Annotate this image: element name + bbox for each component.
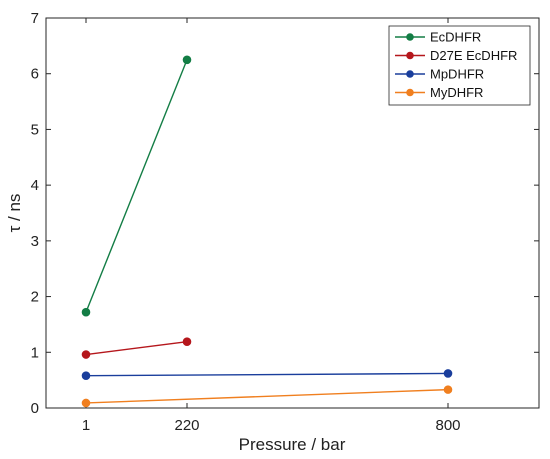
legend-swatch-marker (406, 70, 414, 78)
data-point (81, 398, 91, 408)
legend: EcDHFR D27E EcDHFR MpDHFR MyDHFR (388, 25, 531, 106)
y-tick-label: 3 (31, 233, 39, 250)
series-line (85, 388, 449, 404)
legend-swatch-marker (406, 33, 414, 41)
x-axis-label: Pressure / bar (239, 435, 346, 454)
x-tick-label: 220 (174, 417, 199, 434)
y-axis-label: τ / ns (5, 194, 24, 233)
y-tick-label: 5 (31, 121, 39, 138)
series-d27e-ecdhfr (81, 337, 192, 359)
legend-label: MyDHFR (430, 85, 483, 100)
data-point (182, 55, 192, 65)
legend-label: EcDHFR (430, 30, 481, 45)
y-tick-label: 0 (31, 400, 39, 417)
legend-label: D27E EcDHFR (430, 48, 517, 63)
x-tick-label: 1 (82, 417, 90, 434)
data-point (443, 385, 453, 394)
y-tick-label: 1 (31, 344, 39, 361)
y-tick-label: 6 (31, 66, 39, 83)
legend-swatch-marker (406, 88, 414, 97)
axis-ticks: 0 1 2 3 4 5 6 7 1 220 800 (31, 10, 539, 434)
series-ecdhfr (81, 55, 192, 317)
data-point (443, 369, 453, 378)
data-point (81, 307, 91, 317)
y-tick-label: 2 (31, 289, 39, 306)
series-line (85, 341, 188, 356)
data-point (81, 371, 91, 380)
legend-swatch-marker (406, 51, 414, 60)
data-point (182, 337, 192, 347)
series-mpdhfr (81, 369, 453, 380)
y-tick-label: 7 (31, 10, 39, 27)
series-mydhfr (81, 385, 453, 408)
series-line (85, 59, 188, 313)
series-layer (81, 55, 453, 408)
y-tick-label: 4 (31, 177, 39, 194)
series-line (85, 372, 449, 377)
legend-label: MpDHFR (430, 67, 484, 82)
x-tick-label: 800 (435, 417, 460, 434)
data-point (81, 350, 91, 359)
